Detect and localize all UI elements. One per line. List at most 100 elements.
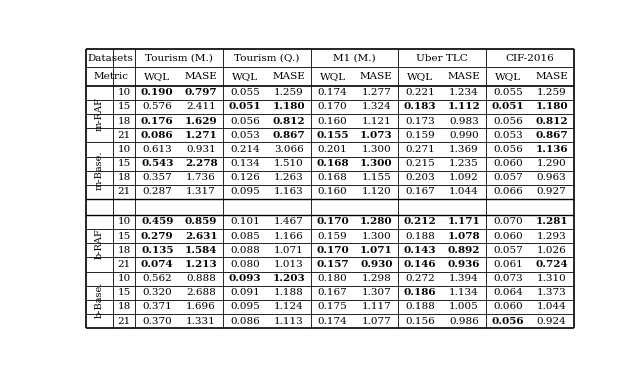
Text: 0.091: 0.091 xyxy=(230,288,260,297)
Text: 1.112: 1.112 xyxy=(447,102,481,112)
Text: 0.101: 0.101 xyxy=(230,217,260,227)
Text: 0.203: 0.203 xyxy=(405,173,435,182)
Text: 0.060: 0.060 xyxy=(493,159,523,168)
Text: 0.963: 0.963 xyxy=(537,173,566,182)
Text: 0.613: 0.613 xyxy=(143,145,172,154)
Text: 1.124: 1.124 xyxy=(274,302,303,311)
Text: 0.056: 0.056 xyxy=(230,116,260,126)
Text: 1.696: 1.696 xyxy=(186,302,216,311)
Text: 1.234: 1.234 xyxy=(449,88,479,97)
Text: 0.812: 0.812 xyxy=(535,116,568,126)
Text: 0.176: 0.176 xyxy=(141,116,173,126)
Text: 1.073: 1.073 xyxy=(360,131,393,140)
Text: MASE: MASE xyxy=(447,72,481,81)
Text: 0.357: 0.357 xyxy=(143,173,172,182)
Text: 0.160: 0.160 xyxy=(317,187,348,196)
Text: 0.930: 0.930 xyxy=(360,260,392,269)
Text: 0.186: 0.186 xyxy=(404,288,436,297)
Text: 21: 21 xyxy=(118,131,131,140)
Text: 1.736: 1.736 xyxy=(186,173,216,182)
Text: 0.190: 0.190 xyxy=(141,88,173,97)
Text: 1.044: 1.044 xyxy=(449,187,479,196)
Text: b-Base.: b-Base. xyxy=(95,282,104,318)
Text: 10: 10 xyxy=(118,274,131,283)
Text: 0.053: 0.053 xyxy=(493,131,523,140)
Text: 1.013: 1.013 xyxy=(274,260,303,269)
Text: 1.310: 1.310 xyxy=(537,274,566,283)
Text: 1.584: 1.584 xyxy=(185,246,218,255)
Text: 0.160: 0.160 xyxy=(317,116,348,126)
Text: 0.056: 0.056 xyxy=(493,145,523,154)
Text: 0.146: 0.146 xyxy=(404,260,436,269)
Text: 0.931: 0.931 xyxy=(186,145,216,154)
Text: 1.134: 1.134 xyxy=(449,288,479,297)
Text: 0.159: 0.159 xyxy=(317,232,348,241)
Text: 1.180: 1.180 xyxy=(535,102,568,112)
Text: 0.543: 0.543 xyxy=(141,159,173,168)
Text: 0.371: 0.371 xyxy=(143,302,172,311)
Text: 0.168: 0.168 xyxy=(317,173,348,182)
Text: 0.859: 0.859 xyxy=(185,217,218,227)
Text: 1.281: 1.281 xyxy=(535,217,568,227)
Text: 1.071: 1.071 xyxy=(360,246,393,255)
Text: 0.927: 0.927 xyxy=(537,187,566,196)
Text: 0.073: 0.073 xyxy=(493,274,523,283)
Text: 15: 15 xyxy=(118,232,131,241)
Text: 0.057: 0.057 xyxy=(493,173,523,182)
Text: 1.271: 1.271 xyxy=(185,131,218,140)
Text: 15: 15 xyxy=(118,159,131,168)
Text: 0.936: 0.936 xyxy=(448,260,480,269)
Text: 1.629: 1.629 xyxy=(185,116,218,126)
Text: 21: 21 xyxy=(118,187,131,196)
Text: 0.174: 0.174 xyxy=(317,317,348,326)
Text: 0.168: 0.168 xyxy=(316,159,349,168)
Text: 1.300: 1.300 xyxy=(362,232,391,241)
Text: 0.070: 0.070 xyxy=(493,217,523,227)
Text: 10: 10 xyxy=(118,145,131,154)
Text: 0.155: 0.155 xyxy=(316,131,349,140)
Text: 1.188: 1.188 xyxy=(274,288,303,297)
Text: 1.369: 1.369 xyxy=(449,145,479,154)
Text: 0.157: 0.157 xyxy=(316,260,349,269)
Text: 0.061: 0.061 xyxy=(493,260,523,269)
Text: 0.093: 0.093 xyxy=(228,274,261,283)
Text: 0.167: 0.167 xyxy=(317,288,348,297)
Text: 0.320: 0.320 xyxy=(143,288,172,297)
Text: 0.888: 0.888 xyxy=(186,274,216,283)
Text: 1.467: 1.467 xyxy=(274,217,303,227)
Text: 0.214: 0.214 xyxy=(230,145,260,154)
Text: 18: 18 xyxy=(118,246,131,255)
Text: 0.797: 0.797 xyxy=(185,88,218,97)
Text: 1.213: 1.213 xyxy=(185,260,218,269)
Text: 1.317: 1.317 xyxy=(186,187,216,196)
Text: 0.983: 0.983 xyxy=(449,116,479,126)
Text: 1.298: 1.298 xyxy=(362,274,391,283)
Text: 0.279: 0.279 xyxy=(141,232,173,241)
Text: Datasets: Datasets xyxy=(88,54,134,62)
Text: 0.174: 0.174 xyxy=(317,88,348,97)
Text: 1.120: 1.120 xyxy=(362,187,391,196)
Text: 0.576: 0.576 xyxy=(143,102,172,112)
Text: 18: 18 xyxy=(118,302,131,311)
Text: 0.183: 0.183 xyxy=(404,102,436,112)
Text: 1.280: 1.280 xyxy=(360,217,393,227)
Text: 1.300: 1.300 xyxy=(360,159,393,168)
Text: 1.078: 1.078 xyxy=(447,232,480,241)
Text: Uber TLC: Uber TLC xyxy=(416,54,468,62)
Text: 1.077: 1.077 xyxy=(362,317,391,326)
Text: 21: 21 xyxy=(118,317,131,326)
Text: 1.113: 1.113 xyxy=(274,317,303,326)
Text: 0.867: 0.867 xyxy=(273,131,305,140)
Text: 15: 15 xyxy=(118,288,131,297)
Text: 1.180: 1.180 xyxy=(273,102,305,112)
Text: 1.044: 1.044 xyxy=(537,302,566,311)
Text: 1.290: 1.290 xyxy=(537,159,566,168)
Text: WQL: WQL xyxy=(319,72,346,81)
Text: Metric: Metric xyxy=(93,72,128,81)
Text: 0.135: 0.135 xyxy=(141,246,173,255)
Text: 18: 18 xyxy=(118,116,131,126)
Text: WQL: WQL xyxy=(144,72,170,81)
Text: 0.867: 0.867 xyxy=(535,131,568,140)
Text: MASE: MASE xyxy=(360,72,393,81)
Text: b-RAF: b-RAF xyxy=(95,228,104,259)
